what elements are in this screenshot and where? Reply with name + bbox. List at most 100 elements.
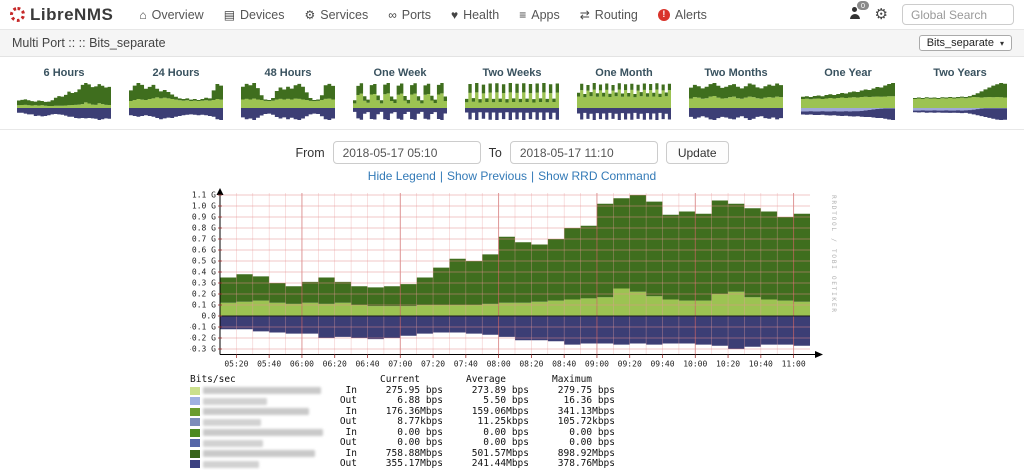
nav-item-overview[interactable]: ⌂ Overview: [139, 8, 203, 22]
update-button[interactable]: Update: [665, 141, 729, 164]
settings-gear-icon[interactable]: ⚙: [874, 6, 888, 23]
nav-item-routing[interactable]: ⇄ Routing: [580, 8, 638, 22]
legend-row: In 176.36Mbps 159.06Mbps 341.13Mbps: [190, 405, 1024, 418]
nav-item-devices[interactable]: ▤ Devices: [224, 8, 285, 22]
graph-type-select[interactable]: Bits_separate ▾: [918, 35, 1012, 51]
legend-row: Out 6.88 bps 5.50 bps 16.36 bps: [190, 395, 1024, 407]
svg-text:11:00: 11:00: [782, 360, 806, 369]
svg-text:07:00: 07:00: [388, 360, 412, 369]
legend-port-name-redacted: [203, 429, 331, 437]
thumbnail-two-years[interactable]: Two Years: [913, 67, 1007, 121]
nav-item-label: Apps: [531, 7, 560, 22]
graph-type-selected-value: Bits_separate: [926, 37, 994, 49]
thumbnail-one-year[interactable]: One Year: [801, 67, 895, 121]
user-menu-button[interactable]: 0: [849, 0, 869, 24]
legend-port-name-redacted: [203, 460, 331, 468]
svg-text:-0.1 G: -0.1 G: [190, 323, 216, 332]
nav-item-health[interactable]: ♥ Health: [451, 8, 499, 22]
thumbnail-label: 24 Hours: [152, 67, 200, 79]
legend-current-value: 176.36Mbps: [385, 405, 443, 417]
svg-text:07:40: 07:40: [454, 360, 478, 369]
rrd-graph-image: 1.1 G 1.0 G 0.9 G 0.8 G 0.7 G 0.6 G 0.5 G 0.4 G…: [190, 188, 837, 369]
legend-direction: Out: [339, 395, 357, 406]
chevron-down-icon: ▾: [999, 38, 1004, 48]
thumbnail-two-months[interactable]: Two Months: [689, 67, 783, 121]
devices-icon: ▤: [223, 7, 236, 22]
legend-swatch: [190, 439, 200, 448]
legend-direction: Out: [339, 437, 357, 448]
legend-average-value: 11.25kbps: [477, 416, 529, 427]
svg-text:09:20: 09:20: [618, 360, 642, 369]
nav-item-label: Ports: [401, 7, 431, 22]
nav-item-ports[interactable]: ∞ Ports: [388, 8, 431, 22]
legend-current-value: 275.95 bps: [385, 384, 443, 396]
thumbnail-label: Two Years: [933, 67, 987, 79]
legend-direction: Out: [339, 416, 357, 427]
legend-current-value: 0.00 bps: [397, 437, 443, 448]
navbar-right: 0 ⚙: [849, 0, 1014, 25]
thumbnail-two-weeks[interactable]: Two Weeks: [465, 67, 559, 121]
legend-average-value: 5.50 bps: [483, 395, 529, 406]
svg-text:09:00: 09:00: [585, 360, 609, 369]
top-navbar: LibreNMS ⌂ Overview ▤ Devices ⚙ Services ∞ Port…: [0, 0, 1024, 30]
thumbnail-label: One Week: [373, 67, 427, 79]
link-show-rrd-command[interactable]: Show RRD Command: [538, 169, 657, 183]
legend-row: In 275.95 bps 273.89 bps 279.75 bps: [190, 384, 1024, 397]
thumbnail-48-hours[interactable]: 48 Hours: [241, 67, 335, 121]
legend-col-header: Maximum: [551, 374, 593, 385]
legend-current-value: 758.88Mbps: [385, 447, 443, 459]
legend-swatch: [190, 460, 200, 469]
thumbnail-one-week[interactable]: One Week: [353, 67, 447, 121]
legend-direction: In: [345, 447, 357, 459]
global-search-input[interactable]: [902, 4, 1014, 25]
link-show-previous[interactable]: Show Previous: [446, 169, 528, 183]
graph-links: Hide Legend | Show Previous | Show RRD Comma…: [0, 169, 1024, 183]
svg-text:05:20: 05:20: [224, 360, 248, 369]
thumbnail-graph: [577, 83, 671, 120]
thumbnail-one-month[interactable]: One Month: [577, 67, 671, 121]
legend-current-value: 0.00 bps: [397, 426, 443, 438]
main-graph: 1.1 G 1.0 G 0.9 G 0.8 G 0.7 G 0.6 G 0.5 G 0.4 G…: [190, 187, 1024, 375]
legend-average-value: 0.00 bps: [483, 437, 529, 448]
svg-text:-0.2 G: -0.2 G: [190, 334, 216, 343]
thumbnail-6-hours[interactable]: 6 Hours: [17, 67, 111, 121]
nav-item-services[interactable]: ⚙ Services: [305, 8, 369, 22]
svg-text:-0.3 G: -0.3 G: [190, 345, 216, 354]
svg-text:09:40: 09:40: [650, 360, 674, 369]
nav-item-label: Health: [463, 7, 500, 22]
breadcrumb: Multi Port :: :: Bits_separate: [12, 36, 166, 50]
nav-item-label: Overview: [151, 7, 204, 22]
svg-text:0.5 G: 0.5 G: [192, 257, 216, 266]
from-date-input[interactable]: [332, 141, 481, 164]
legend-average-value: 159.06Mbps: [471, 405, 529, 417]
redacted-name-blur: [203, 429, 323, 437]
graph-legend: Bits/sec Current Average Maximum In 275.95 bp…: [190, 374, 1024, 470]
legend-maximum-value: 0.00 bps: [569, 426, 615, 438]
link-hide-legend[interactable]: Hide Legend: [367, 169, 436, 183]
to-date-input[interactable]: [509, 141, 658, 164]
legend-port-name-redacted: [203, 397, 331, 405]
svg-text:08:00: 08:00: [487, 360, 511, 369]
svg-text:1.1 G: 1.1 G: [192, 191, 216, 200]
legend-col-header: Average: [465, 374, 507, 385]
svg-text:0.0: 0.0: [202, 312, 217, 321]
redacted-name-blur: [203, 439, 263, 447]
nav-item-alerts[interactable]: ! Alerts: [657, 8, 707, 22]
legend-row: In 758.88Mbps 501.57Mbps 898.92Mbps: [190, 447, 1024, 460]
health-icon: ♥: [450, 7, 459, 22]
redacted-name-blur: [203, 397, 267, 405]
legend-maximum-value: 105.72kbps: [557, 416, 615, 427]
librenms-brand[interactable]: LibreNMS: [10, 5, 113, 25]
from-label: From: [295, 145, 325, 160]
legend-maximum-value: 279.75 bps: [557, 384, 615, 396]
to-label: To: [488, 145, 502, 160]
legend-swatch: [190, 386, 200, 395]
thumbnail-24-hours[interactable]: 24 Hours: [129, 67, 223, 121]
thumbnail-graph: [689, 83, 783, 120]
nav-item-apps[interactable]: ≡ Apps: [519, 8, 560, 22]
legend-average-value: 0.00 bps: [483, 426, 529, 438]
svg-text:06:40: 06:40: [355, 360, 379, 369]
legend-header-row: Bits/sec Current Average Maximum: [190, 374, 1024, 386]
legend-row: Out 355.17Mbps 241.44Mbps 378.76Mbps: [190, 458, 1024, 470]
